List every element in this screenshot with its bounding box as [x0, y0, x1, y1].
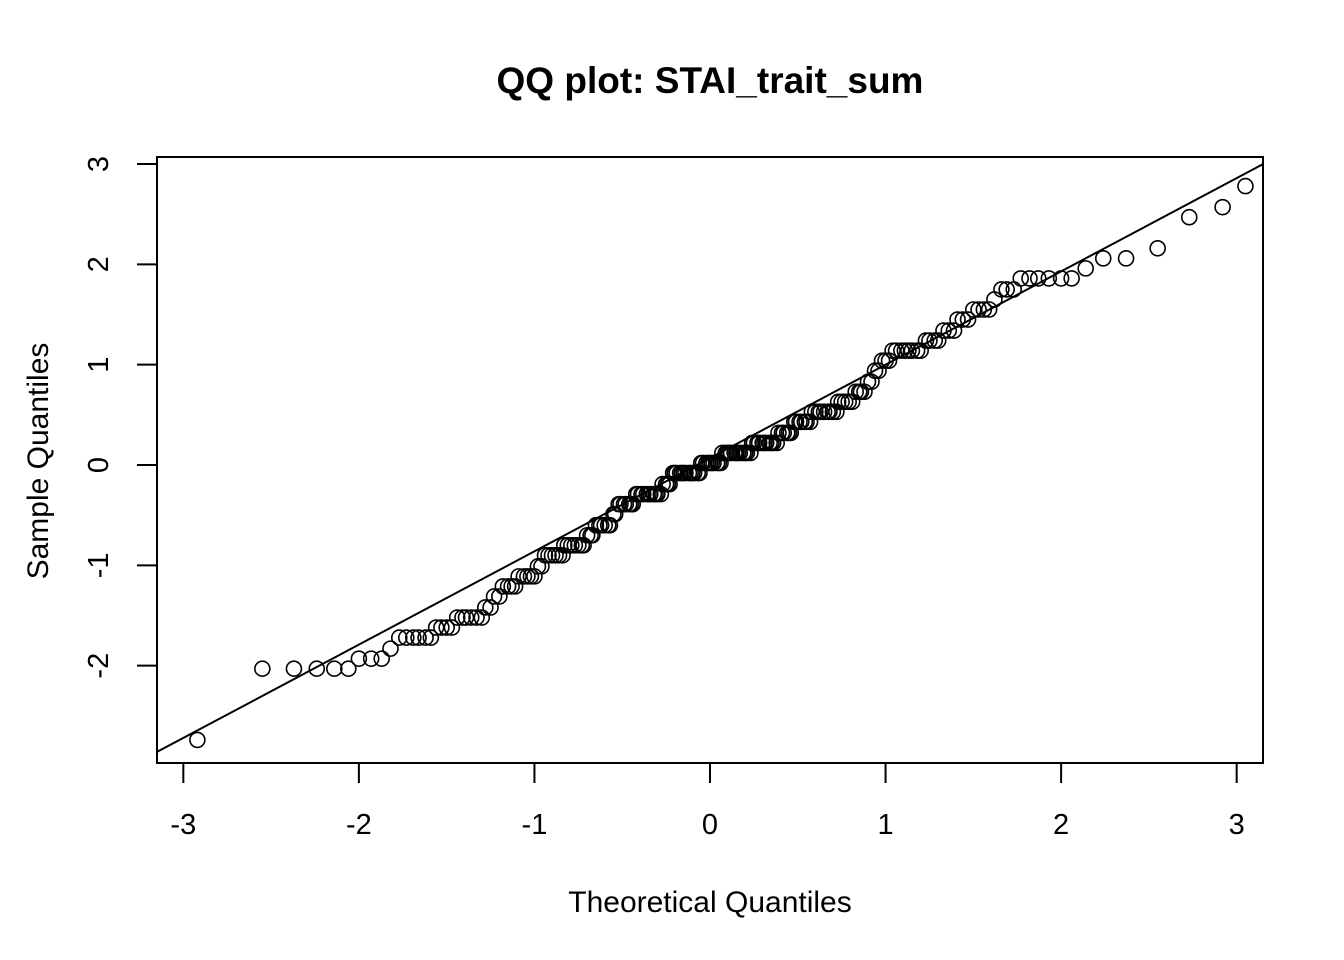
data-point	[828, 403, 845, 421]
y-tick-label: -2	[83, 653, 115, 679]
data-point	[340, 660, 357, 677]
y-tick-label: -1	[83, 552, 115, 578]
y-axis: -2 -1 0 1 2 3	[83, 156, 158, 679]
x-tick-label: 0	[702, 809, 718, 841]
data-point	[468, 609, 485, 626]
data-point	[473, 609, 491, 626]
data-point	[422, 629, 440, 646]
data-point	[482, 599, 499, 616]
data-point	[959, 311, 977, 328]
data-point	[308, 660, 326, 677]
data-point	[417, 629, 434, 646]
data-point	[405, 629, 422, 646]
chart-title: QQ plot: STAI_trait_sum	[497, 60, 924, 101]
data-point	[935, 322, 952, 339]
data-point	[912, 342, 929, 359]
data-point	[1077, 260, 1094, 277]
data-point	[1029, 270, 1047, 287]
data-point	[1052, 270, 1070, 287]
data-point	[494, 578, 512, 595]
data-point	[285, 660, 303, 677]
data-point	[554, 547, 571, 564]
data-point	[476, 599, 494, 616]
y-tick-label: 0	[83, 457, 115, 473]
data-point	[1040, 270, 1058, 287]
data-point	[975, 301, 993, 318]
data-point	[993, 281, 1010, 298]
data-point	[606, 505, 624, 523]
data-point	[887, 342, 905, 359]
data-point	[373, 650, 391, 667]
data-point	[998, 281, 1015, 298]
reference-line	[157, 162, 1263, 754]
data-point	[1214, 198, 1231, 216]
data-point	[1180, 208, 1198, 226]
data-point	[326, 660, 343, 677]
data-point	[624, 495, 642, 513]
x-axis: -3 -2 -1 0 1 2 3	[170, 762, 1245, 841]
data-point	[362, 650, 380, 667]
data-point	[903, 342, 921, 359]
data-point	[438, 619, 455, 636]
x-tick-label: -2	[346, 809, 372, 841]
data-point	[929, 332, 947, 349]
data-point	[462, 609, 480, 626]
y-tick-label: 1	[83, 357, 115, 373]
data-point	[491, 588, 508, 605]
data-point	[1094, 250, 1112, 267]
data-point	[1237, 177, 1254, 195]
x-tick-label: 2	[1053, 809, 1069, 841]
data-point	[601, 516, 619, 534]
data-point	[390, 629, 408, 646]
y-tick-label: 2	[83, 256, 115, 272]
data-point	[1012, 270, 1030, 287]
data-point	[970, 301, 987, 318]
data-point	[189, 731, 206, 749]
data-point	[433, 619, 450, 636]
data-point	[954, 311, 972, 328]
data-point	[350, 650, 368, 667]
y-axis-label: Sample Quantiles	[22, 343, 55, 580]
data-point	[940, 322, 958, 339]
data-point	[506, 578, 524, 595]
data-point	[397, 629, 415, 646]
x-tick-label: 1	[877, 809, 893, 841]
data-point	[443, 619, 461, 636]
data-point	[965, 301, 982, 318]
data-point	[382, 640, 399, 657]
data-point	[1021, 270, 1038, 287]
data-point	[945, 322, 963, 339]
data-point	[980, 301, 998, 318]
data-point	[254, 660, 271, 677]
data-point	[782, 424, 800, 442]
x-tick-label: 3	[1229, 809, 1245, 841]
data-point	[949, 311, 966, 328]
data-point	[1117, 250, 1135, 267]
data-point	[485, 588, 503, 605]
data-points	[189, 177, 1254, 749]
data-point	[410, 629, 427, 646]
x-tick-label: -3	[170, 809, 196, 841]
data-point	[801, 413, 819, 431]
data-point	[1149, 240, 1166, 257]
y-tick-label: 3	[83, 156, 115, 172]
data-point	[1063, 270, 1080, 287]
x-axis-label: Theoretical Quantiles	[568, 886, 851, 919]
data-point	[921, 332, 938, 349]
x-tick-label: -1	[522, 809, 548, 841]
data-point	[503, 578, 520, 595]
data-point	[448, 609, 466, 626]
